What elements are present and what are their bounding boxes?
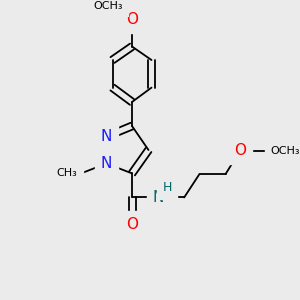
Text: O: O bbox=[126, 217, 138, 232]
Text: O: O bbox=[126, 12, 138, 27]
Text: N: N bbox=[101, 129, 112, 144]
Text: N: N bbox=[152, 190, 164, 205]
Text: N: N bbox=[101, 156, 112, 171]
Text: O: O bbox=[234, 143, 246, 158]
Text: OCH₃: OCH₃ bbox=[93, 1, 123, 10]
Text: OCH₃: OCH₃ bbox=[270, 146, 300, 156]
Text: CH₃: CH₃ bbox=[56, 168, 77, 178]
Text: H: H bbox=[162, 181, 172, 194]
